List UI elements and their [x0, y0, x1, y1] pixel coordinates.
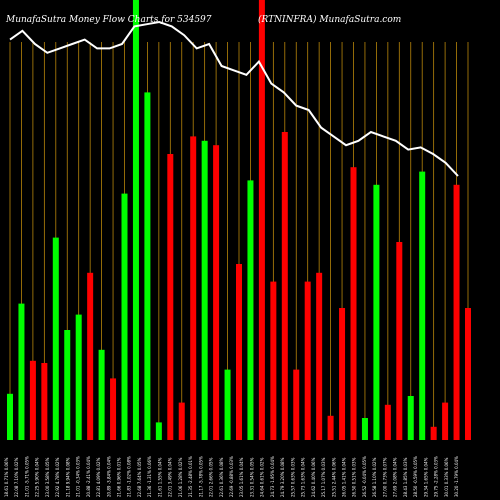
- money-flow-bar: [384, 404, 391, 440]
- x-tick-label: 22.01 3.49% 0.04%: [168, 457, 173, 497]
- money-flow-bar: [110, 378, 117, 440]
- x-tick-label: 21.36 -1.31% 0.06%: [147, 456, 152, 497]
- x-tick-label: 21.83 -1.02% 0.08%: [127, 456, 132, 497]
- money-flow-bar: [339, 308, 346, 440]
- x-tick-label: 22.25 5.90% 0.04%: [35, 457, 40, 497]
- x-tick-label: 21.35 -2.48% 0.01%: [188, 456, 193, 497]
- x-tick-label: 27.69 2.08% 0.04%: [393, 457, 398, 497]
- money-flow-bar: [87, 272, 94, 440]
- bars: [7, 0, 471, 441]
- money-flow-bar: [465, 308, 471, 440]
- x-tick-label: 25.73 1.63% 0.04%: [301, 457, 306, 497]
- x-tick-label: 26.52 -0.04% 0.05%: [362, 456, 367, 497]
- money-flow-bar: [236, 264, 242, 440]
- money-flow-bar: [41, 363, 48, 440]
- money-flow-bar: [75, 314, 82, 440]
- money-flow-bar: [396, 242, 403, 440]
- price-line: [9, 20, 459, 177]
- x-tick-label: 25.17 1.07% 0.03%: [321, 457, 326, 497]
- x-tick-label: 21.01 -0.34% 0.03%: [76, 456, 81, 497]
- x-tick-label: 30.20 -1.79% 0.04%: [454, 456, 459, 497]
- x-tick-label: 18.61 0.71% 0.06%: [4, 457, 9, 497]
- x-tick-label: 25.57 0.63% 0.03%: [290, 457, 295, 497]
- x-tick-label: 24.62 0.40% 0.06%: [311, 457, 316, 497]
- x-tick-label: 22.68 7.64% 0.05%: [137, 457, 142, 497]
- x-tick-label: 21.61 1.55% 0.04%: [157, 457, 162, 497]
- x-tick-label: 22.92 4.78% 0.02%: [55, 457, 60, 497]
- money-flow-bar: [281, 132, 288, 440]
- money-flow-bar: [373, 184, 380, 440]
- x-tick-label: 21.01 -5.71% 0.05%: [24, 456, 29, 497]
- money-flow-bar: [350, 167, 357, 440]
- x-tick-label: 23.00 3.58% 0.05%: [45, 457, 50, 497]
- x-tick-label: 26.05 1.41% 0.04%: [342, 457, 347, 497]
- x-tick-label: 24.79 3.20% 0.08%: [280, 457, 285, 497]
- x-tick-label: 30.01 0.33% 0.06%: [444, 457, 449, 497]
- x-tick-label: 22.08 7.10% 0.02%: [14, 457, 19, 497]
- x-tick-label: 22.81 4.09% 0.02%: [96, 457, 101, 497]
- money-flow-bar: [430, 426, 437, 440]
- x-tick-label: 21.06 1.28% 0.02%: [178, 457, 183, 497]
- money-flow-bar: [121, 193, 128, 440]
- x-tick-label: 21.18 9.94% 0.08%: [65, 457, 70, 497]
- money-flow-bar: [316, 272, 323, 440]
- x-tick-labels: 18.61 0.71% 0.06% 22.08 7.10% 0.02% 21.01 …: [4, 456, 459, 497]
- price-line-layer: [9, 20, 459, 177]
- x-tick-label: 26.50 0.51% 0.03%: [352, 457, 357, 497]
- money-flow-bar: [190, 136, 197, 440]
- x-tick-label: 29.75 -2.28% 0.03%: [434, 456, 439, 497]
- money-flow-bar: [7, 393, 13, 440]
- money-flow-bar: [213, 145, 220, 440]
- money-flow-bar: [442, 402, 449, 440]
- money-flow-bar: [293, 369, 300, 440]
- money-flow-bar: [29, 360, 36, 440]
- money-flow-bar: [270, 281, 277, 440]
- money-flow-bar: [407, 396, 414, 440]
- x-tick-label: 20.89 -3.84% 0.04%: [106, 456, 111, 497]
- money-flow-bar: [224, 369, 231, 440]
- x-tick-label: 28.43 1.85% 0.03%: [403, 457, 408, 497]
- money-flow-bar: [304, 281, 311, 440]
- x-tick-label: 22.01 2.66% 0.05%: [209, 457, 214, 497]
- x-tick-label: 23.31 0.54% 0.05%: [249, 457, 254, 497]
- money-flow-bar: [52, 237, 59, 440]
- money-flow-bar: [167, 154, 174, 440]
- x-tick-label: 26.58 1.10% 0.02%: [372, 457, 377, 497]
- x-tick-label: 29.34 1.65% 0.04%: [423, 457, 428, 497]
- money-flow-bar: [18, 303, 25, 440]
- money-flow-bar: [201, 140, 208, 441]
- x-tick-label: 22.69 -0.88% 0.03%: [229, 456, 234, 497]
- chart-title-right: (RTNINFRA) MunafaSutra.com: [258, 14, 401, 25]
- money-flow-bar: [64, 330, 71, 440]
- x-tick-label: 23.05 1.61% 0.04%: [239, 457, 244, 497]
- x-tick-label: 25.51 2.44% 0.06%: [331, 457, 336, 497]
- chart-title-left: MunafaSutra Money Flow Charts for 534597: [5, 15, 212, 25]
- money-flow-bar: [132, 0, 139, 440]
- x-tick-label: 20.88 -2.41% 0.04%: [86, 456, 91, 497]
- x-tick-label: 21.17 -5.78% 0.05%: [198, 456, 203, 497]
- money-flow-bar: [98, 349, 105, 440]
- money-flow-bar: [144, 92, 151, 441]
- money-flow-bar: [247, 180, 254, 440]
- x-tick-label: 22.61 0.36% 0.08%: [219, 457, 224, 497]
- x-tick-label: 24.73 -1.95% 0.04%: [270, 456, 275, 497]
- x-tick-label: 21.66 0.96% 0.01%: [117, 457, 122, 497]
- money-flow-bar: [327, 415, 334, 440]
- money-flow-bar: [453, 184, 460, 440]
- money-flow-bar: [361, 418, 368, 440]
- x-tick-label: 28.50 -0.59% 0.05%: [413, 456, 418, 497]
- x-tick-label: 24.64 0.61% 0.02%: [260, 457, 265, 497]
- x-tick-label: 27.00 0.73% 0.07%: [382, 457, 387, 497]
- money-flow-bar: [258, 0, 265, 440]
- money-flow-bar: [178, 402, 185, 440]
- money-flow-bar: [155, 422, 162, 440]
- money-flow-bar: [419, 171, 426, 440]
